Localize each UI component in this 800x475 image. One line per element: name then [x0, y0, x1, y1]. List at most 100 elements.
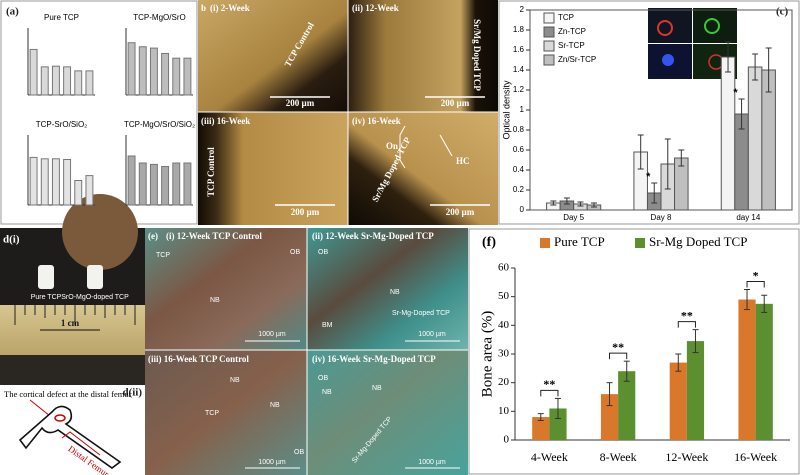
y-tick-label: 0	[504, 434, 510, 446]
scale-label: 1 cm	[61, 318, 80, 328]
significance-label: *	[753, 268, 759, 282]
x-tick-label: day 14	[736, 213, 761, 222]
panel-label: (f)	[482, 235, 496, 250]
bar	[138, 46, 147, 96]
defect	[54, 414, 66, 422]
scale-label: 1000 µm	[418, 331, 446, 338]
legend-swatch	[635, 238, 645, 248]
cell	[662, 54, 674, 66]
bar	[720, 56, 736, 211]
significance-bracket	[746, 281, 765, 288]
panel-label: d(ii)	[122, 387, 142, 399]
micrograph	[145, 228, 307, 350]
x-tick-label: 12-Week	[665, 450, 708, 464]
image-text: Sr-Mg-Doped TCP	[392, 310, 450, 317]
ruler-ticks	[14, 305, 136, 325]
image-text: TCP	[205, 410, 219, 417]
scale-label: 200 µm	[446, 207, 475, 217]
scale-label: 1000 µm	[258, 331, 286, 338]
femur	[18, 405, 122, 469]
y-axis-label: Bone area (%)	[479, 311, 495, 398]
inset-image	[648, 8, 692, 43]
legend-swatch	[543, 54, 555, 66]
image-title: (ii) 12-Week Sr-Mg-Doped TCP	[312, 231, 434, 241]
image-title: (ii) 12-Week	[352, 3, 399, 13]
y-tick-label: 1.2	[513, 85, 525, 94]
y-axis-label: Optical density	[501, 80, 511, 140]
y-tick-label: 30	[498, 348, 510, 360]
fluorescence-inset	[648, 8, 737, 79]
image-text: BM	[322, 322, 333, 329]
y-tick-label: 0.8	[513, 125, 525, 134]
bar	[63, 66, 72, 96]
bar	[85, 175, 94, 206]
image-text: OB	[318, 375, 328, 382]
significance-bracket	[609, 352, 628, 360]
y-tick-label: 1.8	[513, 25, 525, 34]
legend-swatch	[543, 40, 555, 52]
bar	[755, 303, 773, 440]
legend-swatch	[543, 26, 555, 38]
bar	[138, 162, 147, 206]
bar	[63, 159, 72, 206]
micrograph	[198, 112, 348, 225]
image-title: (i) 12-Week TCP Control	[166, 231, 262, 241]
chart-title: Pure TCP	[44, 13, 79, 22]
scale-label: 200 µm	[291, 207, 320, 217]
bar	[85, 70, 94, 96]
bar	[29, 48, 38, 96]
image-text: NB	[230, 377, 240, 384]
image-text: NB	[270, 402, 280, 409]
bracket	[399, 125, 406, 169]
legend-label: TCP	[558, 13, 574, 22]
x-tick-label: Day 5	[563, 213, 584, 222]
y-tick-label: 10	[498, 405, 510, 417]
image-text: OB	[318, 249, 328, 256]
cell	[704, 18, 720, 34]
bar	[127, 42, 136, 96]
bar	[74, 180, 83, 206]
bar	[183, 162, 192, 206]
bar	[51, 65, 60, 96]
bar	[532, 417, 550, 440]
image-text: HC	[456, 156, 470, 166]
y-tick-label: 40	[498, 319, 510, 331]
image-title: (iii) 16-Week	[201, 116, 250, 126]
bar	[172, 162, 181, 206]
x-tick-label: 8-Week	[600, 450, 637, 464]
bar	[747, 66, 763, 211]
y-tick-label: 1	[520, 105, 525, 114]
bar	[149, 163, 158, 206]
legend-label: Zn-TCP	[558, 27, 586, 36]
photo	[0, 355, 145, 385]
bar	[29, 156, 38, 206]
sample-label: SrO-MgO-doped TCP	[61, 294, 129, 301]
significance-label: *	[646, 171, 651, 183]
significance-label: *	[733, 87, 738, 99]
y-tick-label: 0.2	[513, 185, 525, 194]
bar	[172, 57, 181, 96]
micrograph	[307, 228, 468, 350]
panel-label: (c)	[776, 6, 789, 18]
image-text: TCP	[156, 252, 170, 259]
chart-title: TCP-SrO/SiO₂	[36, 120, 88, 129]
legend-swatch	[540, 238, 550, 248]
sample	[38, 265, 54, 289]
y-tick-label: 0	[520, 205, 525, 214]
sample	[87, 265, 103, 289]
scale-label: 200 µm	[441, 98, 470, 108]
image-text: NB	[210, 297, 220, 304]
image-text: Sr/Mg Doped TCP	[472, 19, 482, 91]
micrograph	[307, 350, 468, 475]
y-tick-label: 20	[498, 376, 510, 388]
x-tick-label: Day 8	[651, 213, 672, 222]
callout: The cortical defect at the distal femur	[4, 389, 132, 399]
y-tick-label: 0.6	[513, 145, 525, 154]
y-tick-label: 1.6	[513, 45, 525, 54]
y-tick-label: 0.4	[513, 165, 525, 174]
bar	[40, 158, 49, 206]
significance-label: **	[612, 340, 624, 354]
bar	[618, 371, 636, 440]
bar	[183, 57, 192, 96]
x-tick-label: 16-Week	[734, 450, 777, 464]
